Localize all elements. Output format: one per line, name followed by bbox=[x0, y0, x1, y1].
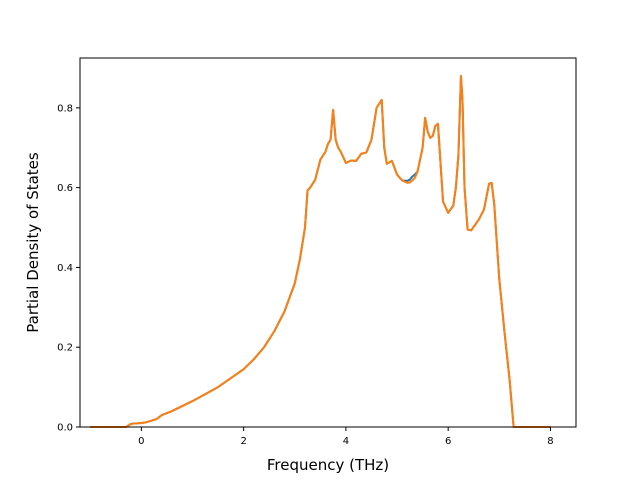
y-tick-label: 0.8 bbox=[57, 103, 73, 114]
x-tick-label: 0 bbox=[138, 436, 144, 447]
series-line-1 bbox=[90, 74, 551, 428]
plot-frame bbox=[79, 57, 577, 428]
y-tick-label: 0.0 bbox=[57, 423, 73, 434]
x-axis-label: Frequency (THz) bbox=[267, 456, 389, 474]
x-axis-ticks: 0 2 4 6 8 bbox=[138, 427, 554, 447]
y-axis-ticks: 0.0 0.2 0.4 0.6 0.8 bbox=[57, 103, 80, 434]
x-tick-label: 6 bbox=[445, 436, 451, 447]
y-axis-label: Partial Density of States bbox=[24, 152, 42, 333]
x-tick-label: 8 bbox=[547, 436, 553, 447]
y-tick-label: 0.6 bbox=[57, 183, 73, 194]
x-tick-label: 4 bbox=[343, 436, 349, 447]
y-tick-label: 0.4 bbox=[57, 263, 73, 274]
x-tick-label: 2 bbox=[240, 436, 246, 447]
series-line-2 bbox=[90, 74, 551, 428]
y-tick-label: 0.2 bbox=[57, 343, 73, 354]
series-layer bbox=[90, 74, 551, 428]
